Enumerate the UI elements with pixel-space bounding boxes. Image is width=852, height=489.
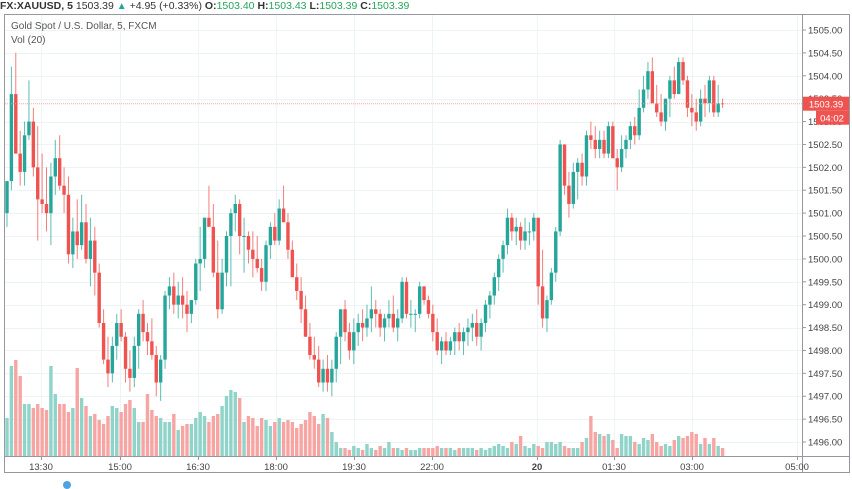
chart-legend: Gold Spot / U.S. Dollar, 5, FXCM Vol (20… xyxy=(11,20,157,48)
time-tick-label: 19:30 xyxy=(342,462,366,473)
volume-indicator-label[interactable]: Vol (20) xyxy=(11,35,46,46)
countdown-tag xyxy=(816,110,849,125)
price-tick-label: 1498.00 xyxy=(808,346,842,357)
triangle-up-icon: ▲ xyxy=(116,1,127,12)
price-tick-label: 1498.50 xyxy=(808,323,842,334)
price-tick-label: 1501.00 xyxy=(808,209,842,220)
time-tick-label: 20 xyxy=(532,462,543,473)
price-tick-label: 1505.00 xyxy=(808,26,842,37)
time-tick-label: 22:00 xyxy=(420,462,444,473)
series-title[interactable]: Gold Spot / U.S. Dollar, 5, FXCM xyxy=(11,21,157,32)
low-label: L: xyxy=(309,0,320,12)
chart-frame[interactable] xyxy=(4,14,850,473)
close-value: 1503.39 xyxy=(371,0,410,12)
high-label: H: xyxy=(257,0,269,12)
indicator-dot-icon[interactable] xyxy=(63,481,71,489)
price-change: +4.95 (+0.33%) xyxy=(129,0,202,12)
volume-bars xyxy=(5,360,725,456)
price-tick-label: 1496.50 xyxy=(808,415,842,426)
price-tick-label: 1499.00 xyxy=(808,300,842,311)
close-label: C: xyxy=(360,0,372,12)
low-value: 1503.39 xyxy=(319,0,358,12)
price-tick-label: 1500.00 xyxy=(808,254,842,265)
price-axis[interactable]: 1505.001504.501504.001503.501503.001502.… xyxy=(802,26,842,449)
price-tick-label: 1500.50 xyxy=(808,232,842,243)
time-tick-label: 05:00 xyxy=(785,462,809,473)
time-tick-label: 03:00 xyxy=(680,462,704,473)
svg-text:1503.39: 1503.39 xyxy=(809,100,843,111)
time-tick-label: 18:00 xyxy=(264,462,288,473)
price-tick-label: 1504.00 xyxy=(808,71,842,82)
time-tick-label: 16:30 xyxy=(186,462,210,473)
symbol-name: FX:XAUUSD, 5 xyxy=(0,0,73,12)
svg-text:04:02: 04:02 xyxy=(820,114,844,125)
candles xyxy=(5,52,725,401)
time-tick-label: 15:00 xyxy=(108,462,132,473)
high-value: 1503.43 xyxy=(268,0,307,12)
time-tick-label: 01:30 xyxy=(602,462,626,473)
price-tick-label: 1502.00 xyxy=(808,163,842,174)
price-tick-label: 1504.50 xyxy=(808,48,842,59)
last-price: 1503.39 xyxy=(75,0,114,12)
price-tick-label: 1496.00 xyxy=(808,438,842,449)
last-price-tag: 1503.39 04:02 xyxy=(803,96,849,125)
price-tick-label: 1497.50 xyxy=(808,369,842,380)
time-tick-label: 13:30 xyxy=(29,462,53,473)
open-label: O: xyxy=(204,0,217,12)
grid xyxy=(5,15,802,456)
price-tick-label: 1502.50 xyxy=(808,140,842,151)
price-tick-label: 1499.50 xyxy=(808,277,842,288)
time-axis[interactable]: 13:30 15:00 16:30 18:00 19:30 22:00 20 01:30 03:… xyxy=(29,456,809,473)
open-value: 1503.40 xyxy=(216,0,255,12)
price-tick-label: 1501.50 xyxy=(808,186,842,197)
price-tick-label: 1497.00 xyxy=(808,392,842,403)
symbol-header: FX:XAUUSD, 5 1503.39 ▲ +4.95 (+0.33%) O:… xyxy=(0,0,852,14)
